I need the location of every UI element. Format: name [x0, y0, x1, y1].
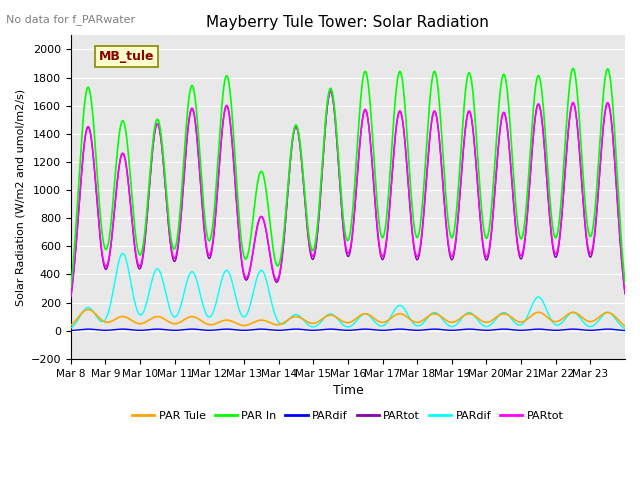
X-axis label: Time: Time — [333, 384, 364, 397]
Text: No data for f_PARwater: No data for f_PARwater — [6, 14, 136, 25]
Text: MB_tule: MB_tule — [99, 50, 154, 63]
Title: Mayberry Tule Tower: Solar Radiation: Mayberry Tule Tower: Solar Radiation — [207, 15, 490, 30]
Legend: PAR Tule, PAR In, PARdif, PARtot, PARdif, PARtot: PAR Tule, PAR In, PARdif, PARtot, PARdif… — [127, 407, 568, 425]
Y-axis label: Solar Radiation (W/m2 and umol/m2/s): Solar Radiation (W/m2 and umol/m2/s) — [15, 88, 25, 306]
